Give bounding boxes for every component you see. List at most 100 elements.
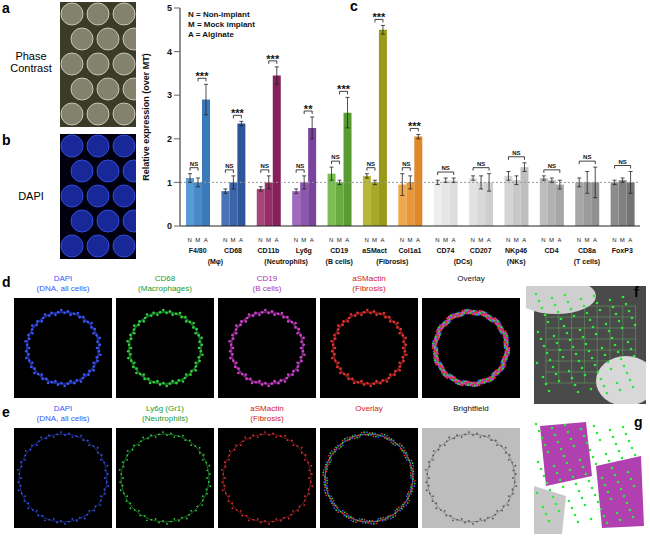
svg-text:FoxP3: FoxP3 [612, 247, 633, 254]
svg-text:N: N [577, 237, 581, 243]
svg-text:N: N [435, 237, 439, 243]
svg-text:(DCs): (DCs) [454, 258, 473, 266]
svg-text:A: A [451, 237, 455, 243]
html-text:Phase Contrast: Phase Contrast [10, 50, 52, 74]
svg-text:A: A [593, 237, 597, 243]
svg-text:***: *** [196, 70, 210, 82]
svg-text:N: N [364, 237, 368, 243]
svg-text:**: ** [304, 103, 313, 115]
html-text:(B cells): (B cells) [252, 284, 282, 293]
svg-text:***: *** [266, 53, 280, 65]
svg-text:M: M [549, 237, 554, 243]
svg-text:(T cells): (T cells) [574, 258, 600, 266]
svg-text:A: A [274, 237, 278, 243]
svg-text:NKp46: NKp46 [505, 247, 527, 255]
svg-text:M: M [443, 237, 448, 243]
svg-text:NS: NS [442, 165, 450, 171]
svg-text:2: 2 [167, 134, 172, 144]
svg-text:CD4: CD4 [545, 247, 559, 254]
svg-text:(Mφ): (Mφ) [208, 258, 224, 266]
svg-text:NS: NS [261, 163, 269, 169]
svg-text:N: N [329, 237, 333, 243]
html-text:N = Non-implant: N = Non-implant [188, 10, 250, 19]
svg-text:N: N [188, 237, 192, 243]
svg-text:A: A [381, 237, 385, 243]
svg-text:NS: NS [583, 154, 591, 160]
svg-text:NS: NS [618, 159, 626, 165]
svg-text:NS: NS [512, 150, 520, 156]
svg-text:M: M [408, 237, 413, 243]
svg-text:3: 3 [167, 90, 172, 100]
svg-text:A: A [204, 237, 208, 243]
svg-text:N: N [400, 237, 404, 243]
html-text:A = Alginate: A = Alginate [188, 30, 234, 39]
html-text:DAPI: DAPI [53, 274, 73, 283]
svg-text:NS: NS [225, 163, 233, 169]
svg-text:A: A [558, 237, 562, 243]
svg-text:M: M [372, 237, 377, 243]
svg-text:CD68: CD68 [224, 247, 242, 254]
svg-text:***: *** [231, 107, 245, 119]
svg-text:NS: NS [402, 161, 410, 167]
svg-text:***: *** [408, 120, 422, 132]
svg-text:A: A [310, 237, 314, 243]
svg-text:CD11b: CD11b [258, 247, 280, 254]
svg-text:5: 5 [167, 3, 172, 13]
svg-text:M: M [478, 237, 483, 243]
svg-text:N: N [223, 237, 227, 243]
svg-text:A: A [239, 237, 243, 243]
svg-text:M: M [266, 237, 271, 243]
svg-text:A: A [416, 237, 420, 243]
svg-text:NS: NS [190, 161, 198, 167]
svg-text:N: N [541, 237, 545, 243]
svg-text:0: 0 [167, 221, 172, 231]
svg-text:N: N [612, 237, 616, 243]
svg-text:M: M [301, 237, 306, 243]
svg-text:M: M [231, 237, 236, 243]
svg-text:(Neutrophils): (Neutrophils) [264, 258, 308, 266]
html-text:CD19: CD19 [256, 274, 278, 283]
svg-text:NS: NS [331, 154, 339, 160]
svg-text:Col1a1: Col1a1 [399, 247, 422, 254]
svg-text:N: N [258, 237, 262, 243]
svg-text:M: M [514, 237, 519, 243]
svg-text:M: M [620, 237, 625, 243]
html-text:aSMactin: aSMactin [352, 274, 386, 283]
html-text:DAPI: DAPI [18, 190, 44, 202]
html-text:d: d [2, 274, 11, 290]
svg-text:4: 4 [167, 47, 172, 57]
svg-text:NS: NS [367, 161, 375, 167]
html-text:(DNA, all cells): (DNA, all cells) [36, 284, 90, 293]
svg-text:aSMact: aSMact [362, 247, 387, 254]
svg-text:N: N [471, 237, 475, 243]
html-text:(Macrophages): (Macrophages) [138, 284, 192, 293]
svg-text:N: N [506, 237, 510, 243]
svg-text:NS: NS [477, 161, 485, 167]
html-text:M = Mock implant: M = Mock implant [188, 20, 255, 29]
svg-text:***: *** [373, 11, 387, 23]
svg-text:***: *** [337, 83, 351, 95]
svg-text:CD8a: CD8a [578, 247, 596, 254]
svg-text:NS: NS [296, 163, 304, 169]
svg-text:(NKs): (NKs) [507, 258, 526, 266]
svg-text:Relative expression (over MT): Relative expression (over MT) [141, 53, 151, 181]
svg-text:A: A [522, 237, 526, 243]
svg-text:Ly6g: Ly6g [296, 247, 312, 255]
svg-text:CD19: CD19 [330, 247, 348, 254]
svg-text:(B cells): (B cells) [326, 258, 353, 266]
svg-text:F4/80: F4/80 [189, 247, 207, 254]
html-text:CD68: CD68 [154, 274, 176, 283]
svg-text:(Fibrosis): (Fibrosis) [376, 258, 408, 266]
svg-text:CD74: CD74 [436, 247, 454, 254]
svg-text:A: A [345, 237, 349, 243]
svg-text:A: A [487, 237, 491, 243]
html-text:b: b [2, 132, 11, 148]
svg-text:1: 1 [167, 178, 172, 188]
svg-text:CD207: CD207 [470, 247, 492, 254]
svg-text:N: N [294, 237, 298, 243]
svg-text:NS: NS [548, 163, 556, 169]
svg-text:M: M [337, 237, 342, 243]
svg-text:M: M [584, 237, 589, 243]
svg-text:A: A [628, 237, 632, 243]
svg-text:M: M [195, 237, 200, 243]
